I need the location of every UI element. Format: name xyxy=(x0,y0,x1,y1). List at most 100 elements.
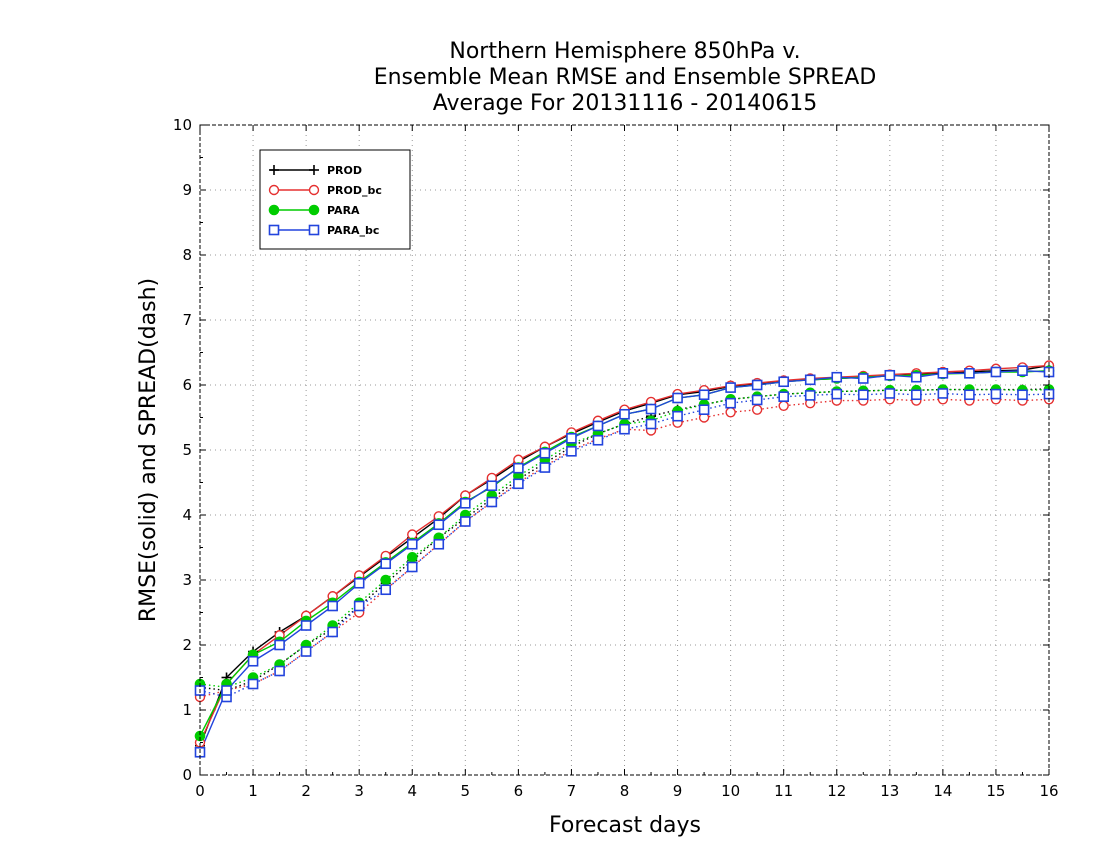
series-para_bc-rmse-point-6 xyxy=(353,577,365,589)
series-para_bc-spread-point-6 xyxy=(353,600,365,612)
series-para_bc-rmse-point-8 xyxy=(406,538,418,550)
chart-title-line-2: Ensemble Mean RMSE and Ensemble SPREAD xyxy=(374,65,877,90)
series-para_bc-rmse-point-18 xyxy=(672,392,683,404)
series-para_bc-rmse-point-24 xyxy=(831,371,843,383)
series-para_bc-rmse-point-15 xyxy=(592,420,604,432)
series-para_bc-spread-point-24 xyxy=(831,388,843,400)
series-para_bc-spread-point-20 xyxy=(725,397,736,409)
series-para_bc-rmse-point-28 xyxy=(937,367,949,379)
series-para_bc-spread-point-16 xyxy=(619,423,630,435)
legend: PROD PROD_bc PARA PARA_bc xyxy=(259,149,411,250)
legend-box xyxy=(259,149,411,250)
legend-label-para: PARA xyxy=(327,204,360,217)
series-para_bc-rmse-point-23 xyxy=(804,374,816,386)
series-para_bc-rmse-point-17 xyxy=(645,403,657,415)
y-tick-label-3: 3 xyxy=(182,571,192,589)
x-tick-label-10: 10 xyxy=(721,782,740,800)
series-layer xyxy=(194,360,1055,758)
series-para_bc-rmse-point-14 xyxy=(566,432,577,444)
legend-label-prod: PROD xyxy=(327,164,362,177)
series-para_bc-spread-point-31 xyxy=(1017,389,1028,401)
series-para-spread-point-7 xyxy=(380,574,392,586)
series-para_bc-spread-point-15 xyxy=(592,434,604,446)
series-para_bc-spread-point-14 xyxy=(566,445,577,457)
x-tick-label-9: 9 xyxy=(673,782,683,800)
series-para_bc-spread-point-18 xyxy=(672,410,683,422)
x-axis-label: Forecast days xyxy=(549,813,701,838)
series-para_bc-spread-point-23 xyxy=(804,390,816,401)
x-tick-label-8: 8 xyxy=(620,782,630,800)
series-para_bc-rmse-point-13 xyxy=(539,447,551,459)
series-para_bc-spread-point-2 xyxy=(247,678,259,690)
y-tick-label-6: 6 xyxy=(182,376,192,394)
legend-marker-prod_bc-b xyxy=(308,184,320,196)
series-para_bc-rmse-point-20 xyxy=(725,382,736,393)
y-axis-label: RMSE(solid) and SPREAD(dash) xyxy=(136,278,161,622)
legend-marker-para_bc-b xyxy=(308,224,320,236)
series-para_bc-spread-point-9 xyxy=(433,538,445,550)
series-prod_bc-spread-point-21 xyxy=(751,404,763,415)
x-tick-label-11: 11 xyxy=(774,782,793,800)
x-tick-label-2: 2 xyxy=(301,782,311,800)
y-tick-label-7: 7 xyxy=(182,311,192,329)
series-para_bc-rmse-point-21 xyxy=(751,379,763,391)
x-tick-label-12: 12 xyxy=(827,782,846,800)
y-tick-label-1: 1 xyxy=(182,701,192,719)
series-para_bc-rmse-point-30 xyxy=(990,366,1002,378)
x-tick-label-13: 13 xyxy=(880,782,899,800)
series-para_bc-rmse-point-12 xyxy=(513,462,524,474)
series-para_bc-spread-point-17 xyxy=(645,418,657,430)
x-tick-label-6: 6 xyxy=(514,782,524,800)
series-para_bc-spread-point-22 xyxy=(778,391,789,403)
series-para_bc-rmse-point-3 xyxy=(274,639,285,651)
series-para_bc-spread-point-4 xyxy=(300,646,312,657)
y-tick-label-4: 4 xyxy=(182,506,192,524)
series-para_bc-rmse-point-7 xyxy=(380,558,392,570)
series-para_bc-spread-point-25 xyxy=(857,389,869,401)
legend-marker-para-b xyxy=(308,204,320,216)
series-para_bc-spread-point-19 xyxy=(698,404,710,416)
series-para_bc-rmse-point-10 xyxy=(460,497,471,509)
legend-marker-para_bc-a xyxy=(268,224,280,236)
x-tick-label-4: 4 xyxy=(407,782,417,800)
series-para_bc-rmse-point-1 xyxy=(221,685,232,696)
series-para_bc-spread-point-5 xyxy=(327,626,338,638)
series-para_bc-spread-point-3 xyxy=(274,665,285,677)
x-tick-label-16: 16 xyxy=(1039,782,1058,800)
series-para_bc-spread-point-27 xyxy=(911,389,922,401)
series-para_bc-spread-point-30 xyxy=(990,388,1002,400)
series-para_bc-rmse-point-4 xyxy=(300,620,312,631)
series-prod_bc-spread-line xyxy=(199,398,1050,698)
series-para_bc-rmse-point-19 xyxy=(698,389,710,401)
series-para-spread-point-8 xyxy=(406,551,418,563)
series-para_bc-rmse-point-25 xyxy=(857,373,869,384)
legend-marker-prod-b xyxy=(309,165,319,175)
series-para_bc-spread-point-28 xyxy=(937,388,949,399)
x-tick-label-14: 14 xyxy=(933,782,952,800)
legend-label-para_bc: PARA_bc xyxy=(327,224,379,237)
series-para_bc-spread-point-26 xyxy=(884,388,896,399)
series-para_bc-rmse-point-16 xyxy=(619,408,630,420)
series-para_bc-rmse-point-22 xyxy=(778,376,789,388)
series-para_bc-spread-point-11 xyxy=(486,496,498,508)
legend-label-prod_bc: PROD_bc xyxy=(327,184,382,197)
y-tick-label-10: 10 xyxy=(173,116,192,134)
x-tick-label-0: 0 xyxy=(195,782,205,800)
series-para_bc-rmse-point-27 xyxy=(911,371,922,383)
series-para_bc-rmse-point-29 xyxy=(964,367,975,379)
legend-marker-para-a xyxy=(268,204,280,216)
chart-title: Northern Hemisphere 850hPa v. Ensemble M… xyxy=(374,39,877,116)
x-tick-label-15: 15 xyxy=(986,782,1005,800)
series-para-spread-line xyxy=(199,388,1050,689)
series-para_bc-spread-point-7 xyxy=(380,584,392,596)
series-para_bc-rmse-point-26 xyxy=(884,369,896,381)
series-para_bc-spread-point-13 xyxy=(539,462,551,473)
series-para_bc-spread-point-29 xyxy=(964,389,975,401)
series-para_bc-rmse-point-11 xyxy=(486,480,498,492)
series-para_bc-spread-point-10 xyxy=(460,516,471,527)
series-para_bc-rmse-point-31 xyxy=(1017,365,1028,377)
series-prod_bc-spread-point-22 xyxy=(778,400,789,411)
y-tick-label-9: 9 xyxy=(182,181,192,199)
series-para_bc-rmse-point-5 xyxy=(327,600,338,612)
series-para_bc-spread-point-21 xyxy=(751,394,763,406)
